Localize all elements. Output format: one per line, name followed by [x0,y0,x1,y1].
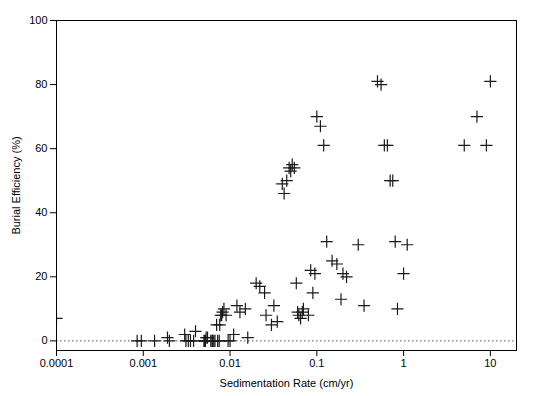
svg-text:0.01: 0.01 [219,357,240,369]
svg-text:0.001: 0.001 [130,357,158,369]
svg-text:1: 1 [401,357,407,369]
svg-text:Burial Efficiency (%): Burial Efficiency (%) [10,136,22,234]
svg-text:20: 20 [35,270,47,282]
svg-text:60: 60 [35,142,47,154]
svg-text:Sedimentation Rate (cm/yr): Sedimentation Rate (cm/yr) [220,377,354,389]
svg-text:80: 80 [35,78,47,90]
svg-text:0.0001: 0.0001 [40,357,74,369]
svg-text:100: 100 [29,14,47,26]
svg-text:10: 10 [484,357,496,369]
svg-text:0: 0 [41,334,47,346]
svg-text:40: 40 [35,206,47,218]
svg-text:0.1: 0.1 [309,357,324,369]
